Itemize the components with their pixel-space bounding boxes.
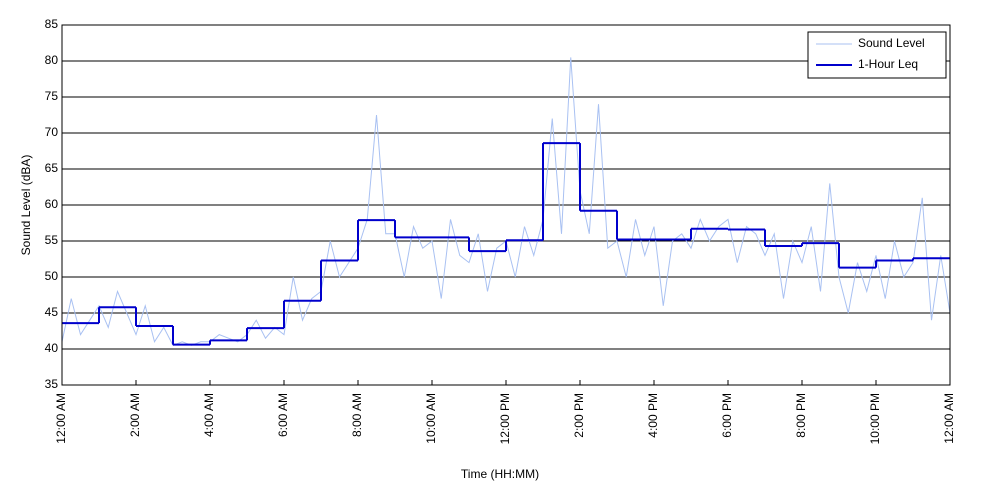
x-tick-label: 12:00 PM xyxy=(498,393,512,444)
x-tick-label: 8:00 AM xyxy=(350,393,364,437)
plot-frame xyxy=(61,24,951,386)
x-tick-label: 6:00 AM xyxy=(276,393,290,437)
y-tick-label: 40 xyxy=(45,341,59,355)
y-tick-label: 85 xyxy=(45,17,59,31)
x-tick-label: 4:00 AM xyxy=(202,393,216,437)
legend-label: Sound Level xyxy=(858,36,925,50)
y-tick-label: 75 xyxy=(45,89,59,103)
x-axis-title: Time (HH:MM) xyxy=(461,467,539,481)
x-tick-label: 2:00 PM xyxy=(572,393,586,438)
x-tick-label: 2:00 AM xyxy=(128,393,142,437)
y-tick-label: 60 xyxy=(45,197,59,211)
y-tick-label: 65 xyxy=(45,161,59,175)
x-tick-label: 12:00 AM xyxy=(942,393,956,444)
x-tick-label: 10:00 PM xyxy=(868,393,882,444)
x-tick-label: 6:00 PM xyxy=(720,393,734,438)
y-tick-label: 45 xyxy=(45,305,59,319)
y-tick-label: 55 xyxy=(45,233,59,247)
y-tick-label: 70 xyxy=(45,125,59,139)
x-tick-label: 12:00 AM xyxy=(54,393,68,444)
y-tick-label: 50 xyxy=(45,269,59,283)
y-tick-label: 35 xyxy=(45,377,59,391)
x-tick-label: 4:00 PM xyxy=(646,393,660,438)
y-tick-label: 80 xyxy=(45,53,59,67)
x-tick-label: 10:00 AM xyxy=(424,393,438,444)
legend-label: 1-Hour Leq xyxy=(858,57,918,71)
x-tick-label: 8:00 PM xyxy=(794,393,808,438)
y-axis-title: Sound Level (dBA) xyxy=(19,155,33,256)
legend-box xyxy=(807,31,947,79)
